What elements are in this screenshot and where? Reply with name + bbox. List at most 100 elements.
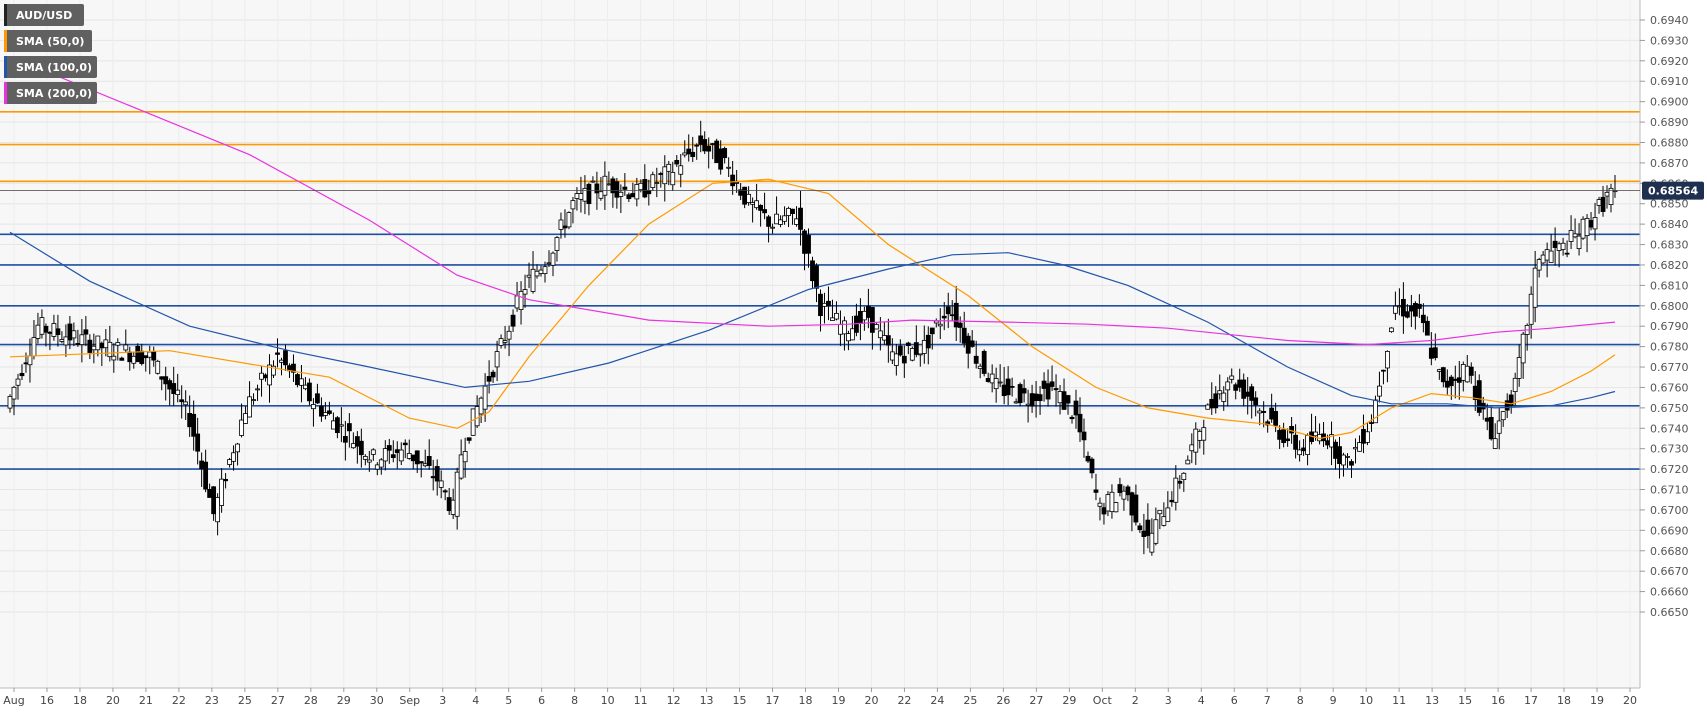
x-tick-label: Aug: [3, 694, 24, 707]
candle-body-bear: [1133, 494, 1139, 523]
candle-body-bear: [1301, 447, 1306, 452]
legend-box: [4, 4, 84, 26]
candle-body-bull: [1500, 411, 1506, 421]
candle-body-bull: [770, 226, 775, 229]
legend-item[interactable]: SMA (100,0): [4, 56, 97, 78]
candle-body-bear: [981, 350, 987, 374]
candle-body-bear: [1037, 394, 1043, 402]
candle-body-bear: [159, 376, 165, 380]
legend-label: SMA (100,0): [16, 61, 92, 74]
y-tick-label: 0.6660: [1650, 586, 1689, 599]
candle-body-bull: [1173, 477, 1179, 503]
candle-body-bear: [207, 488, 213, 498]
candle: [474, 395, 480, 428]
candle-body-bear: [586, 183, 592, 205]
candle-body-bull: [850, 328, 855, 341]
x-tick-label: 30: [370, 694, 384, 707]
candle: [1285, 428, 1291, 447]
candle-body-bear: [1508, 394, 1514, 406]
candle-body-bear: [67, 323, 73, 341]
candle-body-bear: [1452, 378, 1458, 381]
y-tick-label: 0.6820: [1650, 259, 1689, 272]
candle-body-bull: [1193, 428, 1199, 453]
candle-body-bear: [562, 225, 568, 229]
candle: [382, 440, 388, 471]
candle-body-bull: [873, 324, 879, 330]
candle-body-bear: [1101, 507, 1107, 515]
candle-body-bear: [47, 331, 53, 334]
candle-body-bull: [374, 464, 380, 470]
candle: [299, 364, 304, 403]
legend-item[interactable]: SMA (200,0): [4, 82, 97, 104]
candle-body-bull: [11, 386, 17, 400]
candle-body-bull: [538, 269, 544, 274]
candle: [1600, 185, 1606, 217]
candle: [1181, 472, 1187, 492]
candle-body-bear: [818, 293, 823, 317]
candle: [941, 302, 947, 331]
candle: [1093, 473, 1099, 501]
candle-body-bull: [518, 291, 524, 310]
candle-body-bear: [1245, 391, 1251, 397]
candle-body-bull: [1592, 217, 1598, 230]
candle: [1253, 391, 1259, 417]
candle-body-bear: [1129, 492, 1135, 516]
candle: [506, 325, 512, 357]
candle: [43, 323, 49, 347]
candle-body-bear: [1065, 395, 1071, 404]
candle-body-bear: [686, 148, 692, 155]
candle-body-bull: [506, 330, 512, 340]
candle: [346, 413, 352, 448]
candle-body-bull: [662, 166, 668, 185]
candle-body-bull: [1568, 230, 1574, 242]
candle: [1532, 250, 1538, 323]
legend-item[interactable]: SMA (50,0): [4, 30, 92, 52]
candle-body-bull: [1197, 430, 1203, 441]
x-tick-label: 10: [1359, 694, 1373, 707]
candle-body-bear: [1081, 431, 1087, 441]
candle-body-bull: [255, 388, 260, 391]
candle: [945, 292, 951, 329]
y-tick-label: 0.6940: [1650, 14, 1689, 27]
candle: [1109, 484, 1115, 519]
candle-body-bear: [694, 144, 700, 147]
candle-body-bear: [1017, 384, 1023, 404]
candle-body-bear: [263, 374, 268, 379]
candle-body-bull: [606, 183, 612, 186]
candle-body-bear: [901, 355, 907, 364]
candle-body-bull: [1201, 427, 1207, 441]
candle: [1576, 223, 1582, 256]
candle-body-bull: [458, 454, 464, 479]
candle: [869, 306, 875, 350]
legend-item[interactable]: AUD/USD: [4, 4, 84, 26]
candle-body-bull: [726, 166, 732, 169]
candle-body-bear: [1233, 384, 1239, 391]
candle-body-bull: [1097, 502, 1103, 507]
x-tick-label: 16: [1491, 694, 1505, 707]
candle: [327, 401, 332, 416]
candle-body-bull: [1225, 381, 1231, 391]
candle-body-bear: [43, 325, 49, 333]
x-tick-label: 5: [505, 694, 512, 707]
candle: [826, 286, 831, 321]
candle-body-bull: [1397, 305, 1402, 308]
candle: [1073, 389, 1079, 429]
candle-body-bear: [1137, 525, 1143, 531]
candle-body-bear: [865, 305, 871, 318]
x-tick-label: 22: [897, 694, 911, 707]
candle: [386, 438, 392, 464]
candle-body-bear: [151, 351, 157, 361]
y-tick-label: 0.6930: [1650, 34, 1689, 47]
candle: [758, 204, 763, 227]
candle-body-bear: [171, 383, 177, 394]
x-tick-label: 22: [172, 694, 186, 707]
candle-body-bull: [846, 333, 851, 342]
candle-body-bear: [1293, 434, 1298, 450]
candle-body-bull: [502, 340, 508, 343]
candle: [618, 184, 624, 214]
y-tick-label: 0.6830: [1650, 239, 1689, 252]
candle: [275, 338, 280, 368]
candle-body-bull: [422, 463, 428, 467]
candle: [953, 286, 959, 341]
candle: [1424, 316, 1430, 336]
